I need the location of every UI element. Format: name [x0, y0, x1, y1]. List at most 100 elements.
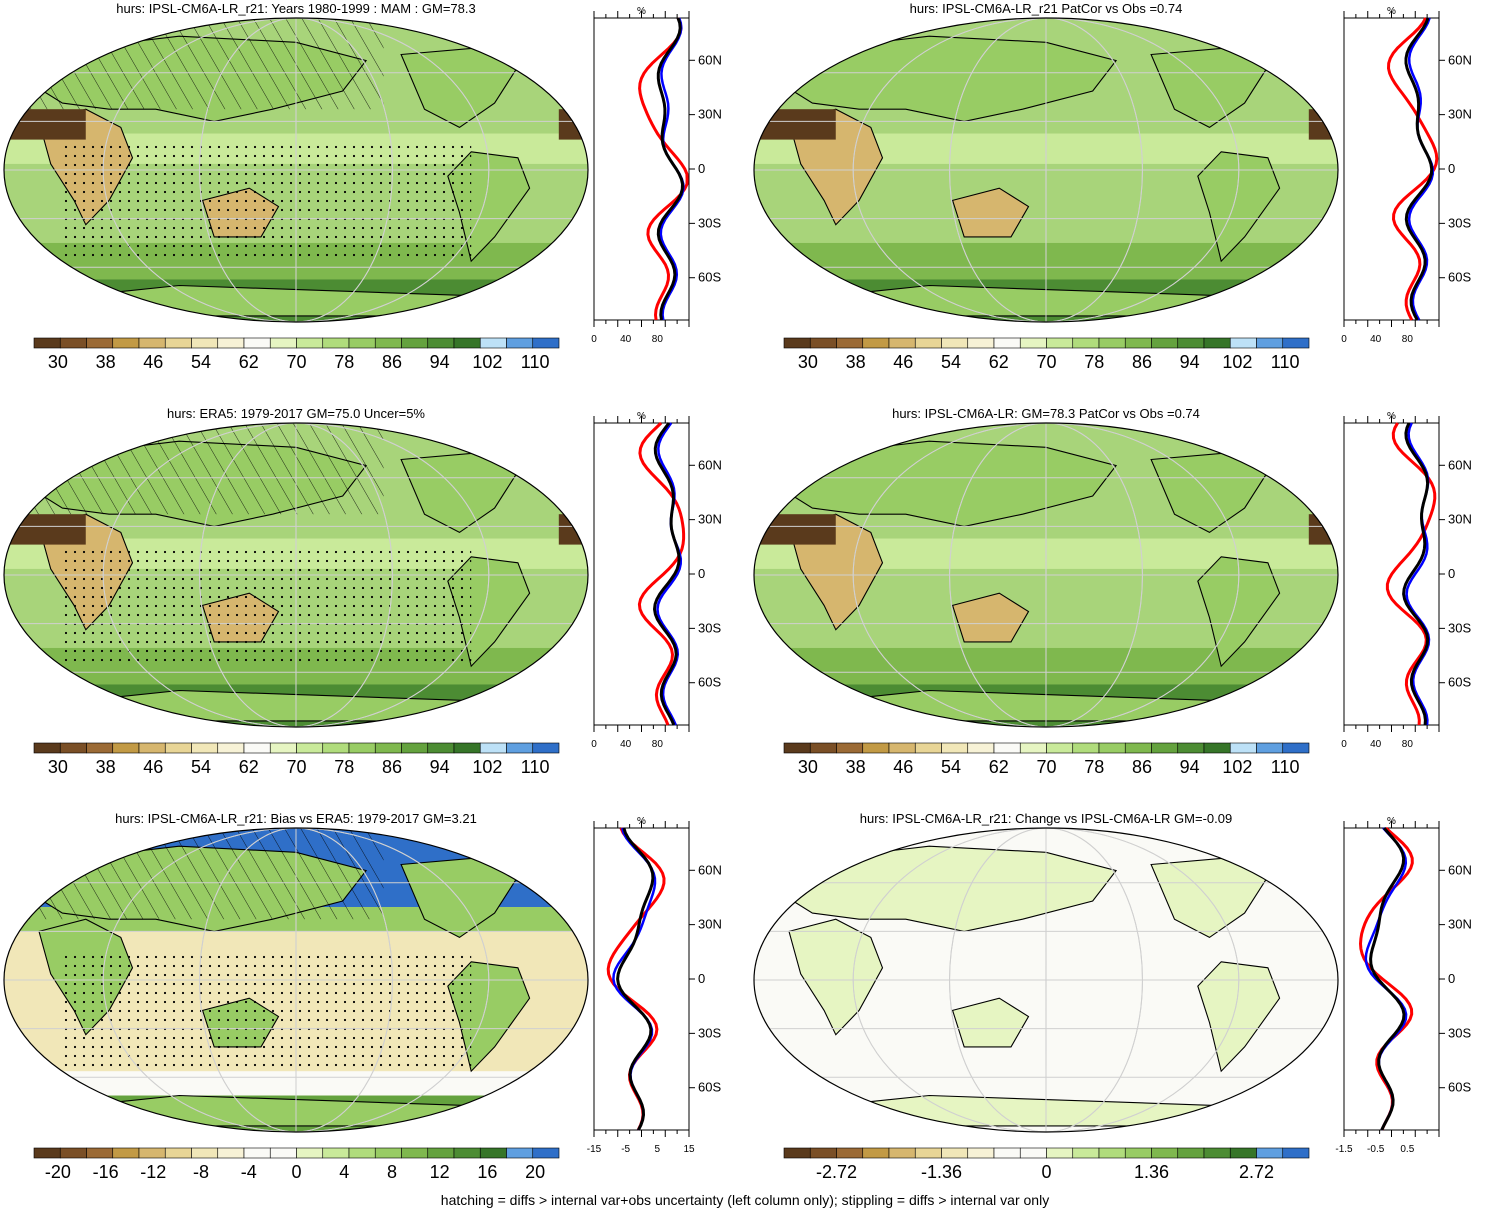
- colorbar-box: [427, 1147, 455, 1159]
- profile-curve-obs-red: [638, 17, 689, 321]
- stippling: [62, 139, 472, 262]
- panel-title: hurs: IPSL-CM6A-LR_r21: Years 1980-1999 …: [116, 1, 475, 16]
- panel-p4: hurs: IPSL-CM6A-LR: GM=78.3 PatCor vs Ob…: [753, 406, 1472, 777]
- graticule-lon: [102, 18, 490, 322]
- graticule-lon: [949, 828, 1143, 1132]
- colorbar-label: 110: [521, 352, 550, 372]
- colorbar-label: 0: [291, 1162, 301, 1182]
- profile-curve-model-black: [1404, 17, 1434, 321]
- profile-xtick-label: 0.5: [1400, 1144, 1414, 1155]
- stippling: [62, 544, 472, 667]
- profile-xtick-label: 80: [1402, 739, 1414, 750]
- profile-curve-obs-red: [1386, 17, 1439, 321]
- colorbar-box: [809, 1147, 837, 1159]
- map-border: [3, 17, 589, 323]
- colorbar-box: [1151, 1147, 1179, 1159]
- colorbar-box: [1124, 337, 1152, 349]
- colorbar-box: [1019, 1147, 1047, 1159]
- colorbar-box: [914, 1147, 942, 1159]
- colorbar-label: 54: [941, 757, 961, 777]
- graticule-lon: [199, 828, 393, 1132]
- colorbar-label: 16: [477, 1162, 497, 1182]
- colorbar-box: [862, 742, 890, 754]
- colorbar-box: [401, 337, 429, 349]
- colorbar-label: -8: [193, 1162, 209, 1182]
- profile-frame: [593, 827, 690, 1131]
- colorbar-label: 86: [1132, 352, 1152, 372]
- colorbar-box: [1229, 742, 1257, 754]
- colorbar-box: [1203, 742, 1231, 754]
- stippling: [62, 949, 472, 1072]
- profile-lat-label: 0: [1448, 566, 1455, 581]
- hatching: [4, 18, 384, 110]
- colorbar-label: 78: [1084, 352, 1104, 372]
- sahara-dry-east: [558, 514, 588, 545]
- colorbar-box: [1098, 742, 1126, 754]
- colorbar-box: [296, 337, 324, 349]
- colorbar-box: [243, 337, 271, 349]
- colorbar-box: [86, 337, 114, 349]
- profile-lat-label: 60N: [1448, 457, 1472, 472]
- colorbar-box: [1229, 337, 1257, 349]
- colorbar-box: [1256, 337, 1284, 349]
- colorbar-label: 86: [382, 757, 402, 777]
- colorbar-box: [941, 1147, 969, 1159]
- graticule-lon: [852, 828, 1240, 1132]
- colorbar-label: 30: [48, 352, 68, 372]
- colorbar-box: [836, 337, 864, 349]
- colorbar-label: 54: [191, 352, 211, 372]
- colorbar-label: 94: [1180, 352, 1200, 372]
- colorbar-label: 30: [798, 757, 818, 777]
- colorbar-box: [993, 337, 1021, 349]
- profile-curve-model-black: [1402, 422, 1430, 726]
- colorbar-box: [914, 742, 942, 754]
- colorbar-box: [59, 337, 87, 349]
- colorbar-box: [914, 337, 942, 349]
- colorbar-box: [453, 1147, 481, 1159]
- profile-lat-label: 60S: [698, 675, 721, 690]
- colorbar-box: [138, 337, 166, 349]
- colorbar-box: [296, 1147, 324, 1159]
- continent-samerica: [1197, 151, 1281, 263]
- map-p2: [754, 18, 1338, 322]
- colorbar-label: 70: [1036, 352, 1056, 372]
- profile-curve-model-black: [616, 827, 655, 1131]
- colorbar-box: [836, 1147, 864, 1159]
- profile-xtick-label: 0: [1341, 739, 1347, 750]
- colorbar-box: [164, 1147, 192, 1159]
- profile-lat-label: 60N: [698, 862, 722, 877]
- graticule-lon: [199, 18, 393, 322]
- colorbar-label: 46: [143, 352, 163, 372]
- colorbar-label: 46: [143, 757, 163, 777]
- map-border: [753, 422, 1339, 728]
- colorbar-label: 30: [798, 352, 818, 372]
- colorbar-box: [348, 337, 376, 349]
- colorbar-box: [809, 337, 837, 349]
- colorbar-box: [191, 742, 219, 754]
- colorbar-label: 70: [286, 757, 306, 777]
- sahara-dry-east: [558, 109, 588, 140]
- profile-xtick-label: -0.5: [1367, 1144, 1385, 1155]
- colorbar-label: 102: [1222, 352, 1252, 372]
- graticule-lon: [852, 18, 1240, 322]
- colorbar-box: [1072, 1147, 1100, 1159]
- colorbar-label: 102: [1222, 757, 1252, 777]
- sahara-dry: [4, 514, 86, 545]
- profile-curve-model-black: [656, 17, 685, 321]
- profile-curve-obs-red: [1358, 826, 1414, 1131]
- colorbar-box: [1124, 742, 1152, 754]
- colorbar-box: [1072, 742, 1100, 754]
- profile-xtick-label: 40: [1370, 739, 1382, 750]
- colorbar-box: [138, 1147, 166, 1159]
- colorbar-box: [138, 742, 166, 754]
- colorbar-label: 46: [893, 757, 913, 777]
- profile-lat-label: 0: [698, 971, 705, 986]
- colorbar-box: [269, 742, 297, 754]
- colorbar-label: -2.72: [816, 1162, 857, 1182]
- map-p5: [4, 828, 588, 1132]
- profile-xtick-label: -1.5: [1335, 1144, 1353, 1155]
- colorbar-label: 78: [334, 757, 354, 777]
- colorbar-box: [164, 337, 192, 349]
